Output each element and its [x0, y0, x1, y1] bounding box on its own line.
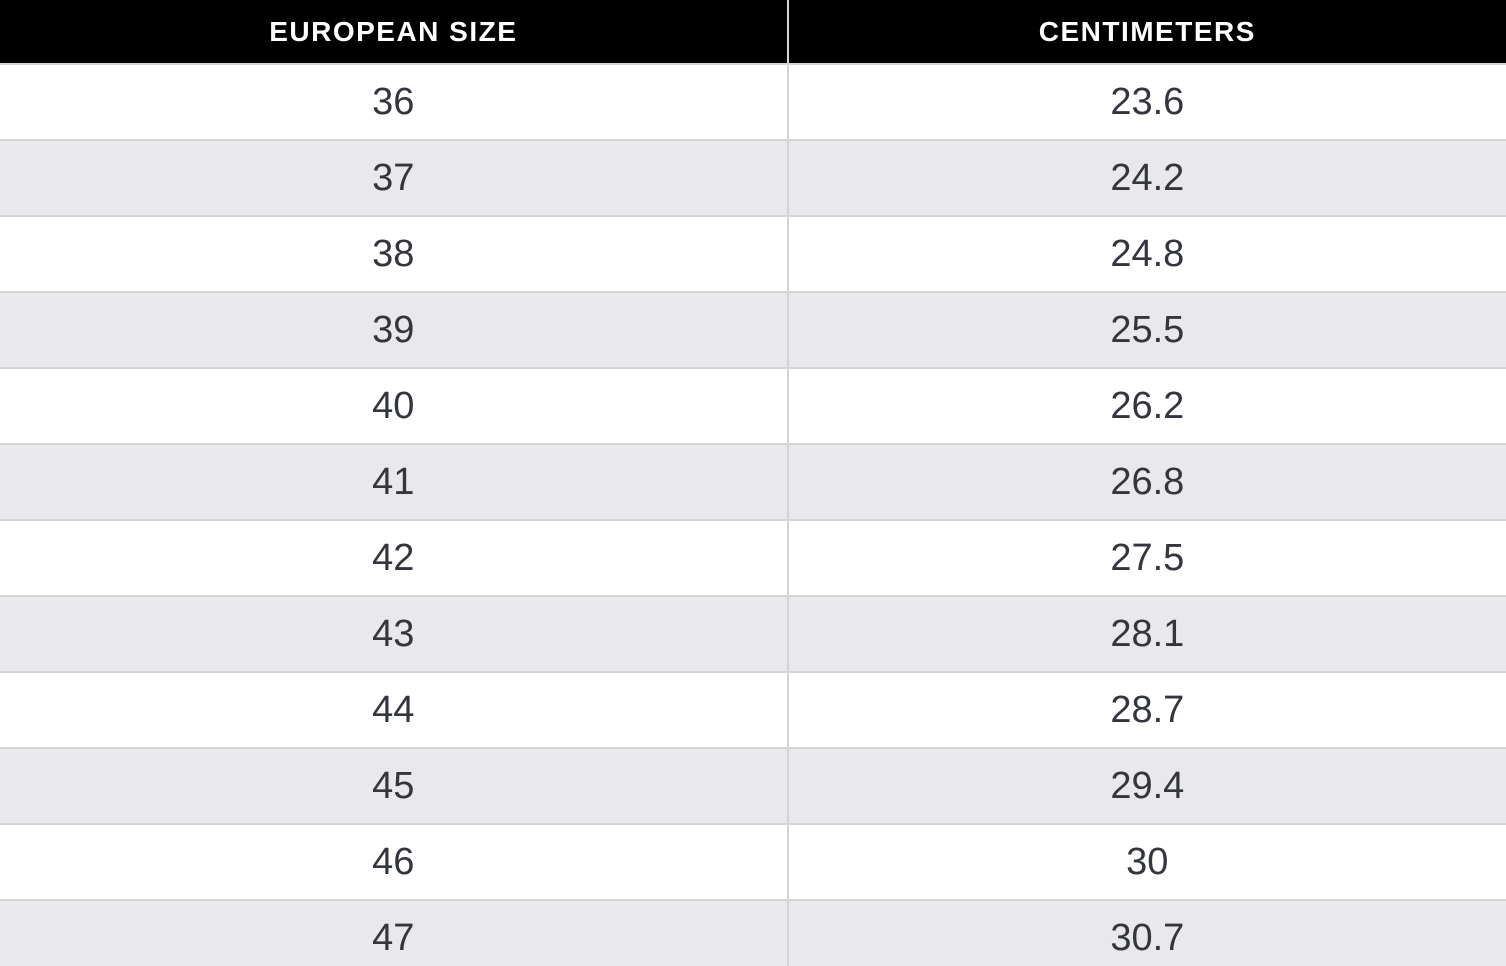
european-size-cell: 41: [0, 444, 789, 521]
centimeters-cell: 29.4: [787, 748, 1506, 825]
table-header-row: EUROPEAN SIZE CENTIMETERS: [0, 0, 1506, 65]
table-row: 47 30.7: [0, 900, 1506, 966]
centimeters-cell: 24.2: [787, 140, 1506, 217]
table-row: 39 25.5: [0, 292, 1506, 369]
european-size-cell: 46: [0, 824, 789, 901]
table-row: 40 26.2: [0, 368, 1506, 445]
centimeters-cell: 26.2: [787, 368, 1506, 445]
european-size-cell: 39: [0, 292, 789, 369]
centimeters-cell: 28.7: [787, 672, 1506, 749]
table-row: 36 23.6: [0, 64, 1506, 141]
centimeters-cell: 25.5: [787, 292, 1506, 369]
centimeters-cell: 24.8: [787, 216, 1506, 293]
european-size-cell: 37: [0, 140, 789, 217]
table-row: 38 24.8: [0, 216, 1506, 293]
column-header-centimeters: CENTIMETERS: [787, 0, 1506, 65]
european-size-cell: 40: [0, 368, 789, 445]
european-size-cell: 44: [0, 672, 789, 749]
european-size-cell: 47: [0, 900, 789, 966]
table-row: 37 24.2: [0, 140, 1506, 217]
centimeters-cell: 27.5: [787, 520, 1506, 597]
centimeters-cell: 30.7: [787, 900, 1506, 966]
centimeters-cell: 28.1: [787, 596, 1506, 673]
european-size-cell: 42: [0, 520, 789, 597]
table-row: 43 28.1: [0, 596, 1506, 673]
table-body: 36 23.6 37 24.2 38 24.8 39 25.5 40 26.2 41 26.8 42 27…: [0, 64, 1506, 966]
table-row: 44 28.7: [0, 672, 1506, 749]
table-header: EUROPEAN SIZE CENTIMETERS: [0, 0, 1506, 65]
european-size-cell: 45: [0, 748, 789, 825]
european-size-cell: 36: [0, 64, 789, 141]
centimeters-cell: 26.8: [787, 444, 1506, 521]
centimeters-cell: 30: [787, 824, 1506, 901]
centimeters-cell: 23.6: [787, 64, 1506, 141]
column-header-european-size: EUROPEAN SIZE: [0, 0, 789, 65]
european-size-cell: 38: [0, 216, 789, 293]
table-row: 46 30: [0, 824, 1506, 901]
table-row: 42 27.5: [0, 520, 1506, 597]
table-row: 41 26.8: [0, 444, 1506, 521]
table-row: 45 29.4: [0, 748, 1506, 825]
european-size-cell: 43: [0, 596, 789, 673]
